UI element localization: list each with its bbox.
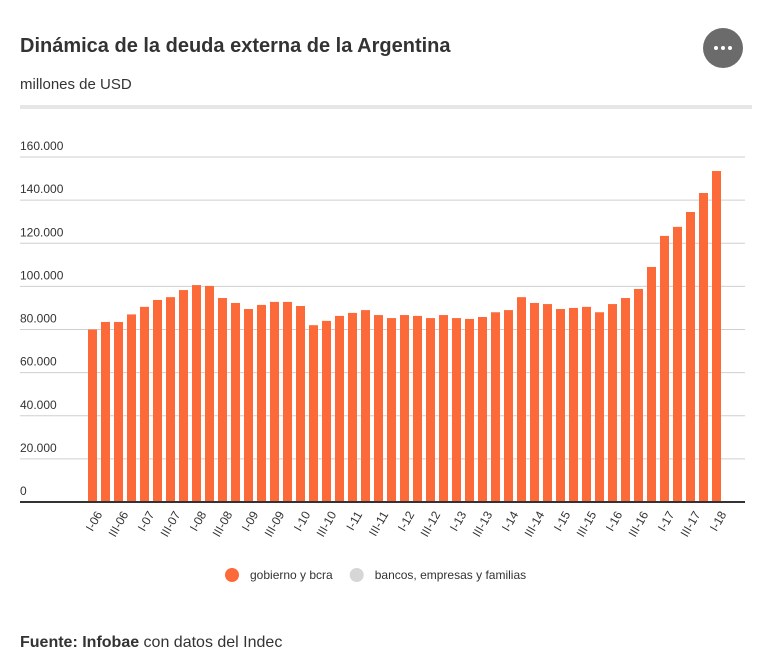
bar: [400, 315, 409, 502]
bar: [140, 306, 149, 502]
x-tick-label: I-16: [603, 508, 626, 533]
x-tick-label: I-13: [447, 508, 470, 533]
source-bold: Fuente: Infobae: [20, 634, 139, 651]
bar: [231, 302, 240, 502]
menu-dot: [728, 46, 732, 50]
x-tick-label: I-07: [135, 508, 158, 533]
bar: [569, 307, 578, 502]
x-tick-label: III-06: [106, 508, 132, 539]
x-tick-label: I-18: [707, 508, 730, 533]
bar: [387, 318, 396, 502]
y-tick-label: 160.000: [20, 139, 64, 153]
x-tick-label: I-06: [83, 508, 106, 533]
menu-button[interactable]: [703, 28, 743, 68]
x-tick-label: I-09: [239, 508, 262, 533]
x-tick-label: III-08: [210, 508, 236, 539]
bar: [348, 312, 357, 502]
chart-subtitle: millones de USD: [20, 76, 132, 93]
y-tick-label: 80.000: [20, 312, 57, 326]
x-tick-label: I-11: [343, 508, 365, 532]
bar: [504, 310, 513, 502]
bar: [270, 301, 279, 502]
bar: [166, 297, 175, 502]
bar: [335, 315, 344, 502]
legend-label: gobierno y bcra: [250, 568, 333, 582]
y-tick-label: 40.000: [20, 398, 57, 412]
bar: [673, 226, 682, 503]
bar: [127, 314, 136, 502]
bar: [634, 288, 643, 502]
bar: [712, 171, 721, 502]
y-tick-label: 120.000: [20, 225, 64, 239]
source: Fuente: Infobae con datos del Indec: [20, 634, 282, 651]
y-tick-label: 140.000: [20, 182, 64, 196]
x-tick-label: III-07: [158, 508, 184, 539]
divider: [20, 105, 752, 109]
y-tick-label: 60.000: [20, 355, 57, 369]
x-tick-label: III-17: [678, 508, 704, 539]
x-tick-label: III-12: [418, 508, 444, 539]
bar: [257, 304, 266, 502]
bar: [114, 321, 123, 502]
bar: [452, 318, 461, 502]
x-tick-label: III-13: [470, 508, 496, 539]
chart-title: Dinámica de la deuda externa de la Argen…: [20, 35, 451, 57]
x-tick-label: I-08: [187, 508, 210, 533]
bar: [296, 305, 305, 502]
bar: [439, 315, 448, 502]
bar: [153, 299, 162, 502]
bar: [283, 301, 292, 502]
bar: [374, 315, 383, 502]
bar: [530, 302, 539, 502]
menu-dot: [714, 46, 718, 50]
x-tick-label: I-10: [291, 508, 314, 533]
bar: [426, 318, 435, 502]
x-tick-label: III-14: [522, 508, 548, 539]
bar: [179, 290, 188, 502]
x-tick-label: III-11: [366, 508, 392, 538]
bar: [218, 298, 227, 502]
bar: [608, 304, 617, 502]
x-tick-label: I-14: [499, 508, 522, 533]
bar: [361, 310, 370, 502]
legend-swatch: [349, 568, 364, 582]
bar: [205, 285, 214, 502]
legend-label: bancos, empresas y familias: [375, 568, 526, 582]
bar: [491, 312, 500, 502]
bar: [465, 318, 474, 502]
x-tick-label: I-15: [551, 508, 574, 533]
bar: [517, 297, 526, 502]
bar: [621, 298, 630, 502]
y-tick-label: 0: [20, 484, 27, 498]
bar: [686, 211, 695, 502]
bar: [413, 315, 422, 502]
x-tick-label: III-10: [314, 508, 340, 539]
bar: [244, 309, 253, 502]
x-tick-label: I-12: [395, 508, 418, 533]
bar: [582, 306, 591, 502]
source-text: con datos del Indec: [139, 634, 282, 651]
x-tick-label: III-15: [574, 508, 600, 539]
bar: [595, 312, 604, 502]
bar: [322, 320, 331, 502]
bar: [699, 193, 708, 502]
y-tick-label: 100.000: [20, 268, 64, 282]
x-tick-label: I-17: [655, 508, 678, 533]
bar: [192, 285, 201, 502]
bar: [543, 304, 552, 502]
bar: [660, 235, 669, 502]
bar: [556, 309, 565, 502]
y-tick-label: 20.000: [20, 441, 57, 455]
x-tick-label: III-16: [626, 508, 652, 539]
x-tick-label: III-09: [262, 508, 288, 539]
bar: [309, 325, 318, 502]
legend-swatch: [225, 568, 239, 582]
menu-dot: [721, 46, 725, 50]
bar: [88, 329, 97, 502]
bar: [101, 321, 110, 502]
bar: [647, 266, 656, 502]
bar: [478, 316, 487, 502]
